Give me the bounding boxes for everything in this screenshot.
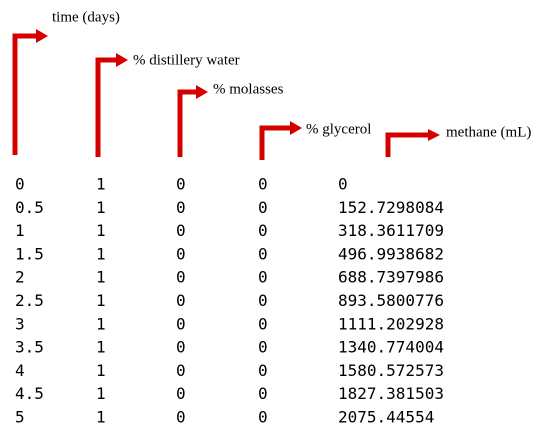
table: 0 1 0 0 0 0.5 1 0 0 152.7298084 1 1 0 0 318.3611709 1.5… bbox=[15, 175, 444, 427]
table-cell: 1 bbox=[96, 244, 106, 263]
table-cell: 0 bbox=[258, 361, 268, 380]
table-cell: 1.5 bbox=[15, 244, 44, 263]
table-cell: 1340.774004 bbox=[338, 338, 444, 357]
table-cell: 318.3611709 bbox=[338, 221, 444, 240]
column-header: % distillery water bbox=[133, 52, 240, 68]
column-header: % glycerol bbox=[306, 121, 371, 137]
table-cell: 1111.202928 bbox=[338, 314, 444, 333]
arrowhead bbox=[116, 53, 128, 67]
table-cell: 152.7298084 bbox=[338, 198, 444, 217]
table-cell: 1 bbox=[96, 268, 106, 287]
table-cell: 0 bbox=[176, 198, 186, 217]
table-cell: 0 bbox=[176, 361, 186, 380]
table-cell: 0 bbox=[176, 338, 186, 357]
table-cell: 0 bbox=[258, 175, 268, 194]
table-cell: 688.7397986 bbox=[338, 268, 444, 287]
arrowhead bbox=[36, 29, 48, 43]
table-cell: 0 bbox=[258, 408, 268, 427]
table-cell: 0 bbox=[176, 408, 186, 427]
table-cell: 4 bbox=[15, 361, 25, 380]
table-cell: 2075.44554 bbox=[338, 408, 434, 427]
table-cell: 0.5 bbox=[15, 198, 44, 217]
table-cell: 0 bbox=[338, 175, 348, 194]
table-cell: 3.5 bbox=[15, 338, 44, 357]
table-cell: 1 bbox=[96, 384, 106, 403]
arrowhead bbox=[428, 129, 440, 141]
table-cell: 1 bbox=[96, 221, 106, 240]
table-cell: 5 bbox=[15, 408, 25, 427]
table-cell: 0 bbox=[176, 175, 186, 194]
table-cell: 496.9938682 bbox=[338, 244, 444, 263]
table-cell: 1 bbox=[15, 221, 25, 240]
table-cell: 1 bbox=[96, 361, 106, 380]
table-cell: 0 bbox=[258, 221, 268, 240]
table-cell: 0 bbox=[258, 291, 268, 310]
column-header: % molasses bbox=[213, 81, 284, 97]
table-cell: 893.5800776 bbox=[338, 291, 444, 310]
table-cell: 0 bbox=[258, 198, 268, 217]
table-cell: 0 bbox=[176, 384, 186, 403]
table-cell: 0 bbox=[15, 175, 25, 194]
table-cell: 3 bbox=[15, 314, 25, 333]
table-cell: 4.5 bbox=[15, 384, 44, 403]
table-cell: 1 bbox=[96, 175, 106, 194]
header-arrows bbox=[12, 29, 440, 160]
table-cell: 0 bbox=[176, 291, 186, 310]
table-cell: 1827.381503 bbox=[338, 384, 444, 403]
table-cell: 0 bbox=[258, 314, 268, 333]
arrow bbox=[95, 57, 118, 157]
table-cell: 1 bbox=[96, 338, 106, 357]
table-cell: 1 bbox=[96, 408, 106, 427]
table-cell: 2.5 bbox=[15, 291, 44, 310]
table-cell: 0 bbox=[258, 384, 268, 403]
table-cell: 0 bbox=[258, 338, 268, 357]
arrow bbox=[259, 125, 292, 160]
arrow bbox=[177, 89, 198, 157]
column-header: time (days) bbox=[52, 9, 120, 25]
table-cell: 2 bbox=[15, 268, 25, 287]
table-cell: 1580.572573 bbox=[338, 361, 444, 380]
arrow bbox=[12, 33, 38, 155]
table-cell: 0 bbox=[176, 268, 186, 287]
table-cell: 0 bbox=[176, 244, 186, 263]
arrowhead bbox=[196, 85, 208, 99]
arrowhead bbox=[290, 121, 302, 135]
table-cell: 0 bbox=[258, 268, 268, 287]
arrow bbox=[385, 132, 430, 157]
table-cell: 1 bbox=[96, 198, 106, 217]
column-header: methane (mL) bbox=[446, 124, 531, 140]
table-cell: 0 bbox=[176, 314, 186, 333]
table-cell: 0 bbox=[176, 221, 186, 240]
table-cell: 1 bbox=[96, 314, 106, 333]
table-cell: 1 bbox=[96, 291, 106, 310]
table-cell: 0 bbox=[258, 244, 268, 263]
